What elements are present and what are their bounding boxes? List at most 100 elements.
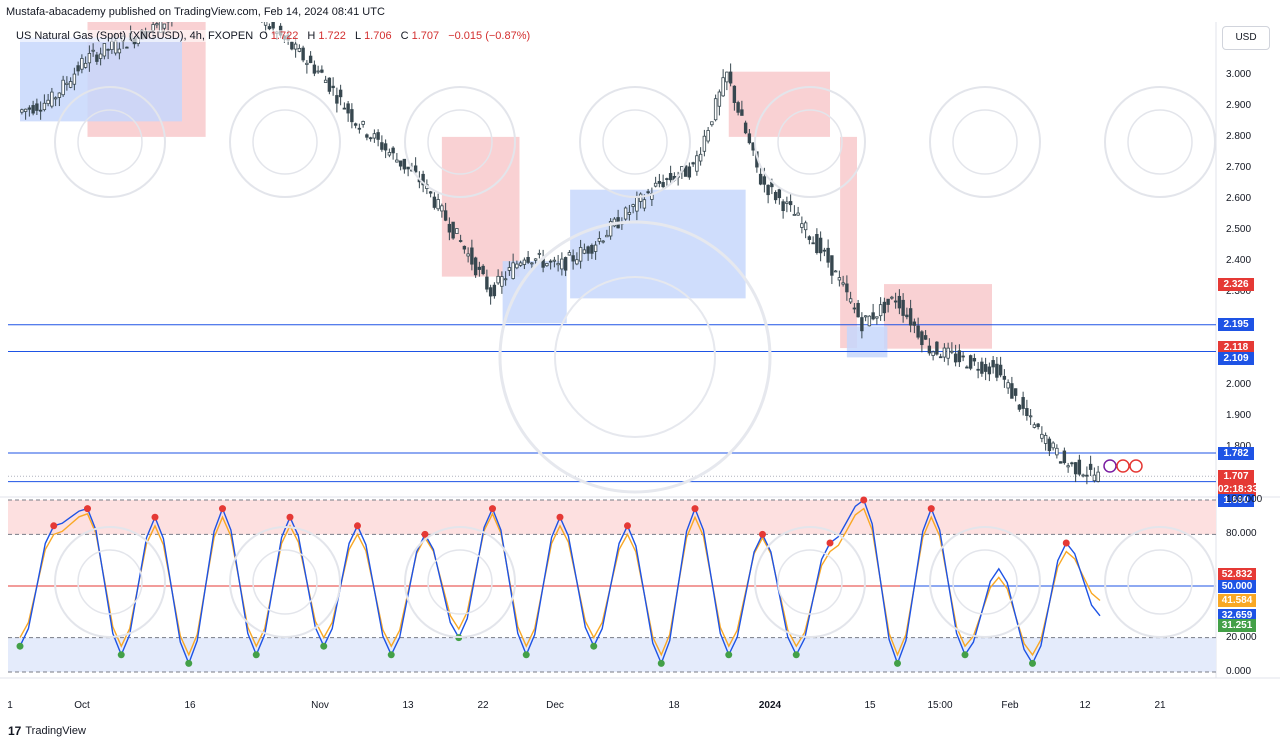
candle-body bbox=[91, 49, 95, 52]
low-label: L bbox=[354, 30, 362, 42]
candle-body bbox=[631, 204, 635, 207]
open-label: O bbox=[259, 30, 268, 42]
candle-body bbox=[61, 79, 65, 96]
watermark-logo-inner-icon bbox=[1127, 549, 1193, 615]
oscillator-tag: 50.000 bbox=[1218, 579, 1256, 593]
oversold-signal-dot bbox=[1029, 659, 1036, 667]
candle-body bbox=[263, 22, 268, 26]
demand-zone bbox=[570, 189, 746, 299]
currency-button[interactable]: USD bbox=[1222, 26, 1270, 50]
candle-body bbox=[567, 252, 572, 256]
candle-body bbox=[871, 312, 875, 320]
candle-body bbox=[668, 173, 673, 181]
overbought-signal-dot bbox=[50, 522, 58, 530]
candle-body bbox=[297, 48, 302, 52]
candle-body bbox=[830, 255, 834, 276]
oversold-signal-dot bbox=[522, 651, 530, 659]
candle-body bbox=[788, 201, 793, 206]
candle-body bbox=[837, 277, 842, 281]
candle-body bbox=[878, 304, 883, 317]
price-tick-label: 2.300 bbox=[1226, 286, 1252, 298]
overbought-signal-dot bbox=[219, 505, 226, 513]
candle-body bbox=[560, 258, 564, 270]
candle-body bbox=[642, 199, 647, 209]
candle-body bbox=[443, 210, 448, 221]
candle-body bbox=[481, 265, 485, 275]
oversold-signal-dot bbox=[16, 642, 24, 650]
candle-body bbox=[725, 71, 729, 83]
candle-body bbox=[552, 259, 557, 262]
watermark-logo-large-inner-icon bbox=[554, 276, 716, 438]
candle-body bbox=[406, 166, 410, 170]
candle-body bbox=[841, 282, 845, 285]
candle-body bbox=[646, 191, 650, 194]
candle-body bbox=[957, 350, 962, 363]
oversold-signal-dot bbox=[961, 651, 969, 659]
candle-body bbox=[657, 180, 662, 184]
oversold-signal-dot bbox=[725, 651, 733, 659]
oversold-signal-dot bbox=[894, 659, 901, 667]
low-value: 1.706 bbox=[364, 30, 392, 42]
candle-body bbox=[1092, 474, 1097, 482]
close-label: C bbox=[400, 30, 409, 42]
oscillator-tick-label: 20.000 bbox=[1226, 631, 1257, 643]
candle-body bbox=[466, 253, 470, 257]
candle-body bbox=[436, 199, 440, 210]
candle-body bbox=[50, 91, 54, 107]
watermark-logo-icon bbox=[229, 526, 341, 638]
candle-body bbox=[95, 54, 99, 62]
footer-brand: TradingView bbox=[25, 725, 86, 737]
candle-body bbox=[747, 133, 752, 144]
open-value: 1.722 bbox=[270, 30, 299, 42]
candle-body bbox=[361, 120, 365, 125]
candle-body bbox=[818, 237, 823, 254]
oscillator-tick-label: 0.000 bbox=[1226, 666, 1252, 677]
us-flag-badge-icon bbox=[1116, 459, 1130, 473]
watermark-logo-icon bbox=[1104, 526, 1216, 638]
candle-body bbox=[548, 260, 553, 263]
candle-body bbox=[728, 71, 733, 84]
candle-body bbox=[695, 155, 699, 172]
price-chart-svg[interactable] bbox=[0, 22, 1280, 720]
oscillator-tick-label: 100.000 bbox=[1226, 494, 1263, 505]
candle-body bbox=[413, 165, 418, 173]
candle-body bbox=[845, 283, 849, 293]
candle-body bbox=[20, 109, 24, 113]
candle-body bbox=[578, 247, 583, 262]
price-tick-label: 2.400 bbox=[1226, 255, 1252, 267]
candle-body bbox=[477, 266, 482, 270]
watermark-logo-icon bbox=[579, 86, 691, 198]
candle-body bbox=[458, 240, 463, 242]
chart-frame[interactable]: US Natural Gas (Spot) (XNGUSD), 4h, FXOP… bbox=[0, 22, 1280, 720]
candle-body bbox=[398, 160, 403, 167]
candle-body bbox=[102, 43, 107, 57]
candle-body bbox=[117, 48, 122, 54]
candle-body bbox=[706, 130, 710, 142]
candle-body bbox=[875, 316, 879, 319]
tradingview-logo-icon: 17 bbox=[8, 724, 22, 738]
candle-body bbox=[1055, 447, 1059, 456]
candle-body bbox=[451, 221, 455, 239]
candle-body bbox=[935, 341, 939, 355]
candle-body bbox=[346, 103, 350, 114]
oversold-signal-dot bbox=[320, 642, 328, 650]
candle-body bbox=[76, 65, 80, 72]
price-tag: 2.109 bbox=[1218, 351, 1254, 365]
watermark-logo-inner-icon bbox=[777, 109, 843, 175]
oversold-signal-dot bbox=[252, 651, 260, 659]
candle-body bbox=[1066, 465, 1070, 468]
candle-body bbox=[1025, 408, 1029, 416]
watermark-logo-icon bbox=[754, 526, 866, 638]
candle-body bbox=[320, 69, 324, 73]
watermark-logo-inner-icon bbox=[427, 109, 493, 175]
candle-body bbox=[31, 105, 35, 114]
time-axis-label: Dec bbox=[546, 700, 564, 711]
symbol-legend[interactable]: US Natural Gas (Spot) (XNGUSD), 4h, FXOP… bbox=[14, 30, 536, 42]
candle-body bbox=[1040, 433, 1044, 439]
candle-body bbox=[113, 40, 118, 54]
candle-body bbox=[953, 353, 958, 363]
watermark-logo-inner-icon bbox=[952, 549, 1018, 615]
time-axis-label: 18 bbox=[668, 700, 680, 711]
candle-body bbox=[65, 82, 69, 85]
candle-body bbox=[852, 307, 857, 310]
